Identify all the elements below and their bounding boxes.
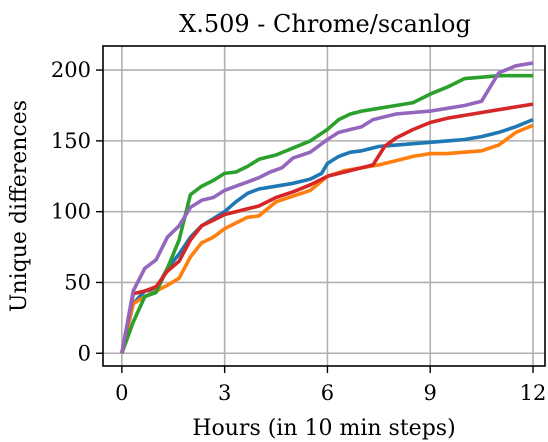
y-axis-ticks: 0 50 100 150 200 [51, 58, 103, 365]
series-line-4 [120, 102, 534, 354]
x-tick-label: 9 [424, 381, 437, 405]
x-tick-label: 3 [218, 381, 231, 405]
grid [103, 46, 545, 366]
series-line-3 [120, 73, 533, 354]
x-tick-label: 6 [321, 381, 334, 405]
x-tick-label: 12 [520, 381, 547, 405]
x-tick-label: 0 [115, 381, 128, 405]
y-tick-label: 200 [51, 58, 91, 82]
x-axis-label: Hours (in 10 min steps) [192, 416, 455, 441]
series-line-5 [120, 61, 534, 354]
plot-frame [102, 45, 546, 367]
series-line-2 [120, 123, 534, 354]
y-tick-label: 0 [78, 341, 91, 365]
series-lines [120, 61, 534, 354]
chart-title: X.509 - Chrome/scanlog [179, 10, 471, 38]
y-tick-label: 150 [51, 129, 91, 153]
y-tick-label: 100 [51, 200, 91, 224]
series-line-1 [120, 117, 534, 354]
y-tick-label: 50 [64, 270, 91, 294]
y-axis-label: Unique differences [7, 100, 32, 312]
x-axis-ticks: 0 3 6 9 12 [115, 366, 546, 405]
